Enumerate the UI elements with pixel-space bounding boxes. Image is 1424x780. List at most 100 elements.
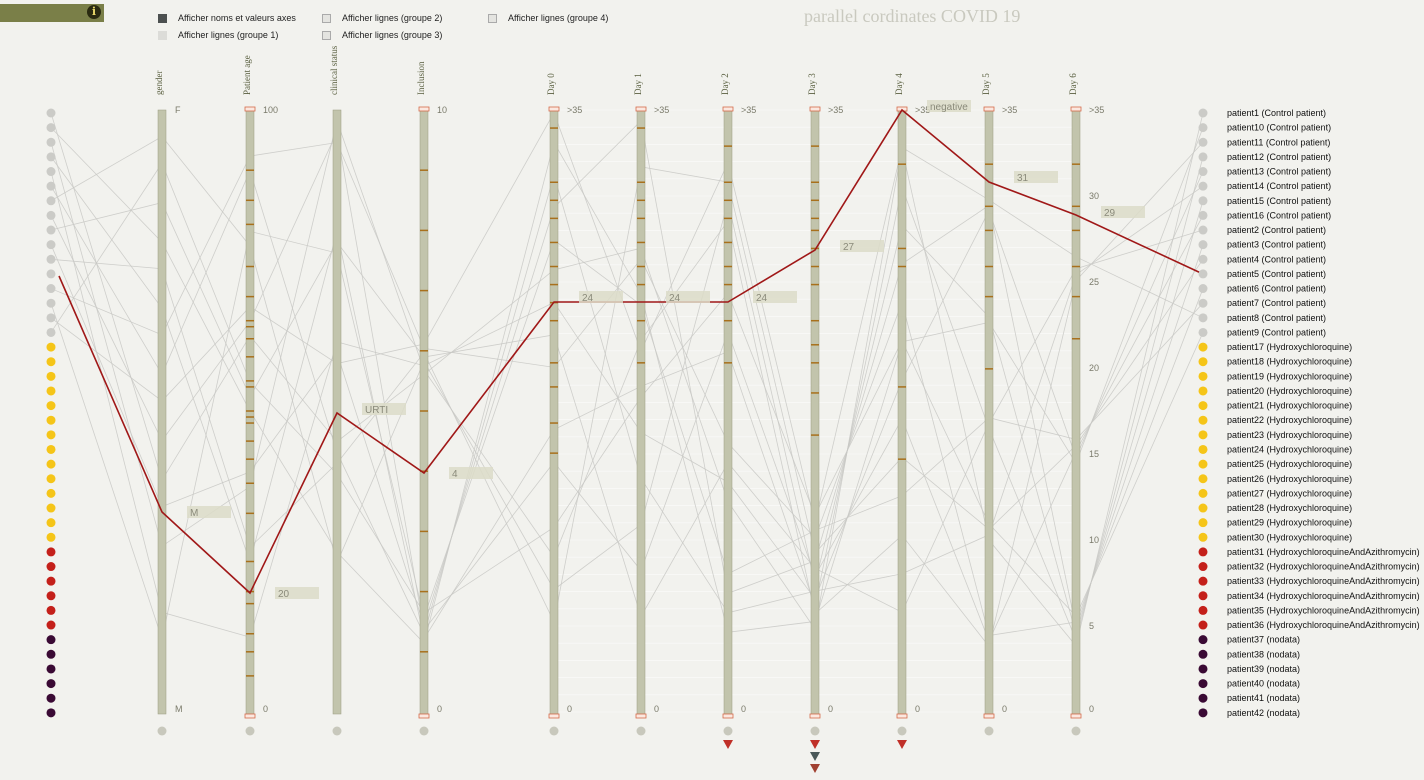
patient-dot[interactable]	[46, 240, 56, 250]
legend-marker[interactable]	[1198, 152, 1208, 162]
legend-marker[interactable]	[1198, 415, 1208, 425]
legend-marker[interactable]	[1198, 137, 1208, 147]
patient-dot[interactable]	[46, 167, 56, 177]
toggle-group-4[interactable]: Afficher lignes (groupe 4)	[488, 13, 608, 24]
filter-arrow-icon[interactable]	[897, 740, 907, 749]
axis-range-handle[interactable]	[244, 106, 256, 112]
axis-range-handle[interactable]	[418, 713, 430, 719]
patient-dot[interactable]	[46, 635, 56, 645]
patient-dot[interactable]	[46, 386, 56, 396]
patient-dot[interactable]	[46, 488, 56, 498]
patient-dot[interactable]	[46, 196, 56, 206]
patient-dot[interactable]	[46, 269, 56, 279]
patient-dot[interactable]	[46, 503, 56, 513]
patient-dot[interactable]	[46, 181, 56, 191]
info-icon[interactable]: i	[87, 5, 101, 19]
axis-range-handle[interactable]	[983, 106, 995, 112]
filter-arrow-icon[interactable]	[810, 740, 820, 749]
axis-footer-dot[interactable]	[984, 726, 994, 736]
patient-dot[interactable]	[46, 591, 56, 601]
axis-footer-dot[interactable]	[723, 726, 733, 736]
legend-marker[interactable]	[1198, 298, 1208, 308]
legend-marker[interactable]	[1198, 562, 1208, 572]
axis-range-handle[interactable]	[722, 106, 734, 112]
legend-marker[interactable]	[1198, 547, 1208, 557]
toggle-axis-names[interactable]: Afficher noms et valeurs axes	[158, 13, 296, 24]
patient-dot[interactable]	[46, 284, 56, 294]
legend-marker[interactable]	[1198, 488, 1208, 498]
patient-dot[interactable]	[46, 679, 56, 689]
axis-footer-dot[interactable]	[332, 726, 342, 736]
patient-dot[interactable]	[46, 225, 56, 235]
axis-footer-dot[interactable]	[549, 726, 559, 736]
axis-range-handle[interactable]	[896, 713, 908, 719]
axis-footer-dot[interactable]	[810, 726, 820, 736]
axis-range-handle[interactable]	[983, 713, 995, 719]
legend-marker[interactable]	[1198, 693, 1208, 703]
patient-dot[interactable]	[46, 342, 56, 352]
axis-bar[interactable]	[419, 109, 429, 715]
filter-arrow-icon[interactable]	[810, 764, 820, 773]
legend-marker[interactable]	[1198, 474, 1208, 484]
axis-footer-dot[interactable]	[245, 726, 255, 736]
legend-marker[interactable]	[1198, 459, 1208, 469]
legend-marker[interactable]	[1198, 357, 1208, 367]
legend-marker[interactable]	[1198, 664, 1208, 674]
legend-marker[interactable]	[1198, 196, 1208, 206]
patient-dot[interactable]	[46, 605, 56, 615]
axis-bar[interactable]	[1071, 109, 1081, 715]
patient-dot[interactable]	[46, 518, 56, 528]
patient-dot[interactable]	[46, 371, 56, 381]
checkbox[interactable]	[158, 14, 167, 24]
legend-marker[interactable]	[1198, 371, 1208, 381]
toggle-group-1[interactable]: Afficher lignes (groupe 1)	[158, 30, 278, 41]
axis-range-handle[interactable]	[548, 106, 560, 112]
patient-dot[interactable]	[46, 474, 56, 484]
legend-marker[interactable]	[1198, 123, 1208, 133]
legend-marker[interactable]	[1198, 225, 1208, 235]
legend-marker[interactable]	[1198, 327, 1208, 337]
axis-footer-dot[interactable]	[636, 726, 646, 736]
patient-dot[interactable]	[46, 708, 56, 718]
legend-marker[interactable]	[1198, 284, 1208, 294]
patient-dot[interactable]	[46, 327, 56, 337]
legend-marker[interactable]	[1198, 240, 1208, 250]
patient-dot[interactable]	[46, 298, 56, 308]
patient-dot[interactable]	[46, 401, 56, 411]
patient-dot[interactable]	[46, 576, 56, 586]
filter-arrow-icon[interactable]	[723, 740, 733, 749]
axis-range-handle[interactable]	[635, 713, 647, 719]
legend-marker[interactable]	[1198, 708, 1208, 718]
axis-bar[interactable]	[897, 109, 907, 715]
axis-range-handle[interactable]	[635, 106, 647, 112]
checkbox[interactable]	[322, 14, 331, 24]
patient-dot[interactable]	[46, 313, 56, 323]
legend-marker[interactable]	[1198, 679, 1208, 689]
legend-marker[interactable]	[1198, 430, 1208, 440]
axis-range-handle[interactable]	[809, 713, 821, 719]
axis-footer-dot[interactable]	[1071, 726, 1081, 736]
legend-marker[interactable]	[1198, 401, 1208, 411]
patient-dot[interactable]	[46, 415, 56, 425]
legend-marker[interactable]	[1198, 210, 1208, 220]
legend-marker[interactable]	[1198, 620, 1208, 630]
legend-marker[interactable]	[1198, 591, 1208, 601]
legend-marker[interactable]	[1198, 181, 1208, 191]
axis-footer-dot[interactable]	[157, 726, 167, 736]
patient-dot[interactable]	[46, 459, 56, 469]
legend-marker[interactable]	[1198, 167, 1208, 177]
axis-bar[interactable]	[332, 109, 342, 715]
filter-arrow-icon[interactable]	[810, 752, 820, 761]
legend-marker[interactable]	[1198, 605, 1208, 615]
axis-bar[interactable]	[157, 109, 167, 715]
patient-dot[interactable]	[46, 357, 56, 367]
legend-marker[interactable]	[1198, 342, 1208, 352]
axis-range-handle[interactable]	[722, 713, 734, 719]
legend-marker[interactable]	[1198, 254, 1208, 264]
legend-marker[interactable]	[1198, 576, 1208, 586]
patient-dot[interactable]	[46, 649, 56, 659]
patient-dot[interactable]	[46, 254, 56, 264]
axis-range-handle[interactable]	[418, 106, 430, 112]
axis-range-handle[interactable]	[809, 106, 821, 112]
axis-footer-dot[interactable]	[419, 726, 429, 736]
